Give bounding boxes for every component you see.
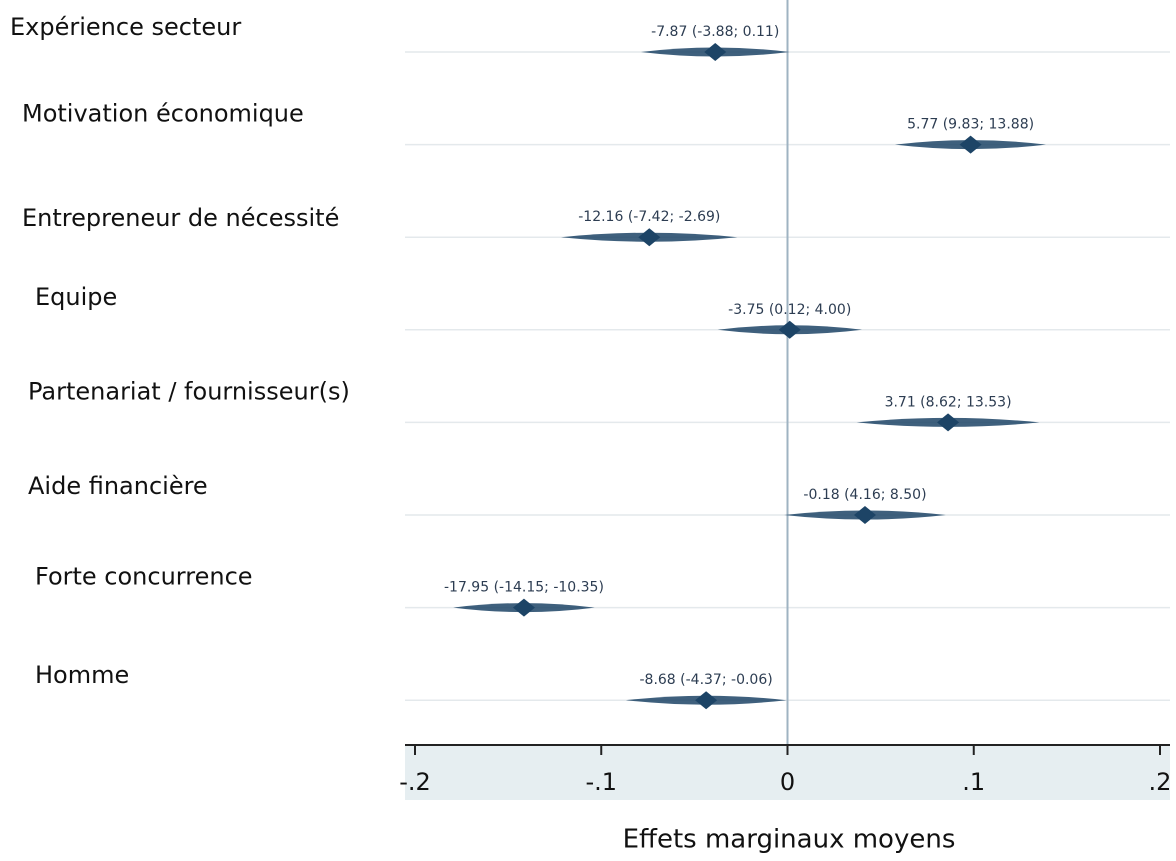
x-tick-label: .2	[1149, 768, 1172, 796]
category-label: Expérience secteur	[10, 13, 241, 41]
estimate-marker	[937, 413, 960, 432]
estimate-marker	[704, 43, 727, 61]
category-label: Partenariat / fournisseur(s)	[28, 377, 350, 405]
value-label: -17.95 (-14.15; -10.35)	[444, 580, 604, 596]
category-label: Equipe	[35, 283, 117, 311]
category-label: Aide financière	[28, 472, 208, 500]
value-label: -7.87 (-3.88; 0.11)	[651, 24, 779, 40]
value-label: -8.68 (-4.37; -0.06)	[639, 672, 772, 688]
x-tick-label: -.1	[585, 768, 617, 796]
estimate-marker	[638, 228, 661, 247]
value-label: 3.71 (8.62; 13.53)	[885, 394, 1012, 410]
value-label: -0.18 (4.16; 8.50)	[803, 487, 926, 503]
x-tick-label: 0	[780, 768, 795, 796]
estimate-marker	[853, 506, 876, 524]
value-label: -12.16 (-7.42; -2.69)	[578, 209, 720, 225]
x-tick-label: .1	[962, 768, 985, 796]
estimate-marker	[695, 691, 718, 710]
category-label: Forte concurrence	[35, 563, 253, 591]
value-label: -3.75 (0.12; 4.00)	[728, 302, 851, 318]
x-axis-title: Effets marginaux moyens	[623, 825, 956, 855]
category-label: Homme	[35, 661, 129, 689]
category-label: Entrepreneur de nécessité	[22, 204, 339, 232]
x-tick-label: -.2	[399, 768, 431, 796]
category-label: Motivation économique	[22, 100, 304, 128]
value-label: 5.77 (9.83; 13.88)	[907, 117, 1034, 133]
estimate-marker	[959, 135, 982, 154]
estimate-marker	[778, 320, 801, 339]
estimate-marker	[512, 598, 535, 617]
